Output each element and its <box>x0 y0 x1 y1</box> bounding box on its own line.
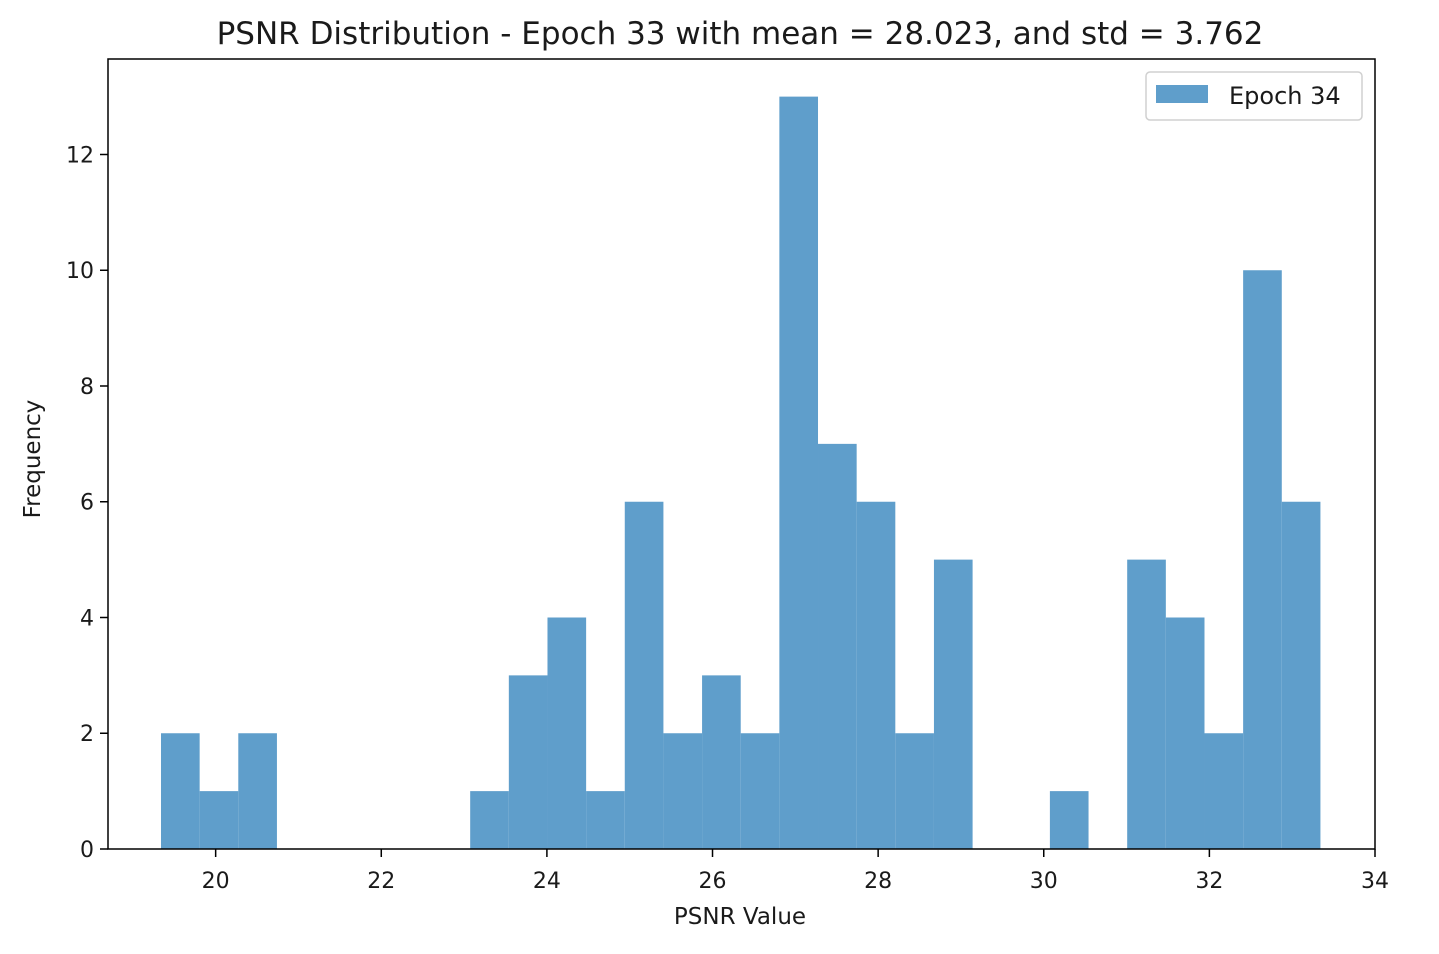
histogram-bar <box>779 96 819 850</box>
y-tick-label: 0 <box>80 838 94 863</box>
x-tick-label: 22 <box>367 869 395 894</box>
histogram-bar <box>624 501 664 849</box>
x-tick-label: 28 <box>864 869 892 894</box>
histogram-bar <box>586 791 625 849</box>
y-tick-label: 12 <box>66 143 94 168</box>
x-axis: 20 22 24 26 28 30 32 34 <box>202 849 1389 894</box>
legend-label: Epoch 34 <box>1229 82 1341 110</box>
histogram-bar <box>1165 617 1205 849</box>
histogram-bar <box>1127 559 1166 849</box>
x-tick-label: 32 <box>1195 869 1223 894</box>
histogram-bar <box>933 559 973 849</box>
plot-frame <box>107 58 1376 850</box>
histogram-bar <box>1204 733 1244 849</box>
chart-title: PSNR Distribution - Epoch 33 with mean =… <box>217 16 1264 52</box>
y-tick-label: 10 <box>66 259 94 284</box>
legend-swatch <box>1156 85 1208 103</box>
histogram-bar <box>1243 270 1282 849</box>
x-tick-label: 30 <box>1030 869 1058 894</box>
histogram-bar <box>818 443 857 849</box>
histogram-bar <box>547 617 587 849</box>
y-tick-label: 4 <box>80 606 94 631</box>
y-tick-label: 2 <box>80 722 94 747</box>
bars-group <box>161 96 1321 850</box>
histogram-bar <box>199 791 239 849</box>
legend-box <box>1145 71 1363 121</box>
y-tick-label: 8 <box>80 375 94 400</box>
histogram-bar <box>508 675 548 849</box>
histogram-bar <box>740 733 780 849</box>
histogram-bar <box>702 675 741 849</box>
y-axis-label: Frequency <box>20 400 46 519</box>
x-tick-label: 34 <box>1361 869 1389 894</box>
histogram-bar <box>470 791 509 849</box>
legend: Epoch 34 <box>1145 71 1363 121</box>
x-axis-label: PSNR Value <box>674 904 806 930</box>
histogram-bar <box>161 733 200 849</box>
y-tick-label: 6 <box>80 491 94 516</box>
histogram-bar <box>1049 791 1089 849</box>
histogram-bar <box>895 733 934 849</box>
histogram-bar <box>663 733 703 849</box>
y-axis: 0 2 4 6 8 10 12 <box>66 143 108 863</box>
histogram-bar <box>856 501 896 849</box>
histogram-bar <box>1281 501 1321 849</box>
x-tick-label: 26 <box>699 869 727 894</box>
x-tick-label: 20 <box>202 869 230 894</box>
histogram-bar <box>238 733 277 849</box>
x-tick-label: 24 <box>533 869 561 894</box>
